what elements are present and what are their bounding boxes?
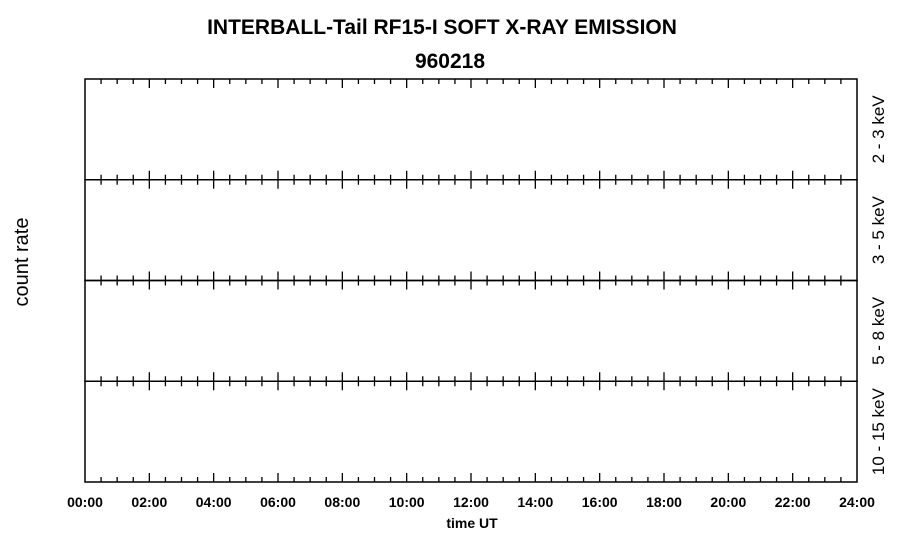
- x-tick-label: 04:00: [196, 494, 232, 510]
- panel-label: 5 - 8 keV: [869, 296, 888, 365]
- panel-1: 2 - 3 keV: [84, 78, 888, 181]
- panel-frame: [84, 380, 858, 483]
- panel-3: 5 - 8 keV: [84, 279, 888, 382]
- chart-subtitle: 960218: [415, 50, 485, 73]
- x-tick-label: 00:00: [67, 494, 103, 510]
- x-tick-label: 10:00: [389, 494, 425, 510]
- x-tick-label: 14:00: [517, 494, 553, 510]
- x-tick-label: 18:00: [646, 494, 682, 510]
- x-axis-label: time UT: [446, 515, 498, 531]
- y-axis-label: count rate: [11, 218, 33, 307]
- x-tick-label: 16:00: [582, 494, 618, 510]
- panel-label: 2 - 3 keV: [869, 95, 888, 164]
- chart-title: INTERBALL-Tail RF15-I SOFT X-RAY EMISSIO…: [207, 16, 677, 39]
- x-tick-label: 22:00: [775, 494, 811, 510]
- panel-frame: [84, 78, 858, 181]
- x-tick-label: 02:00: [131, 494, 167, 510]
- x-tick-label: 12:00: [453, 494, 489, 510]
- panel-frame: [84, 279, 858, 382]
- x-tick-label: 08:00: [324, 494, 360, 510]
- panel-2: 3 - 5 keV: [84, 179, 888, 282]
- x-tick-label: 24:00: [839, 494, 875, 510]
- panel-4: 10 - 15 keV: [84, 380, 888, 483]
- x-tick-label: 20:00: [710, 494, 746, 510]
- panel-label: 3 - 5 keV: [869, 195, 888, 264]
- x-tick-label: 06:00: [260, 494, 296, 510]
- panel-frame: [84, 179, 858, 282]
- panel-label: 10 - 15 keV: [869, 387, 888, 475]
